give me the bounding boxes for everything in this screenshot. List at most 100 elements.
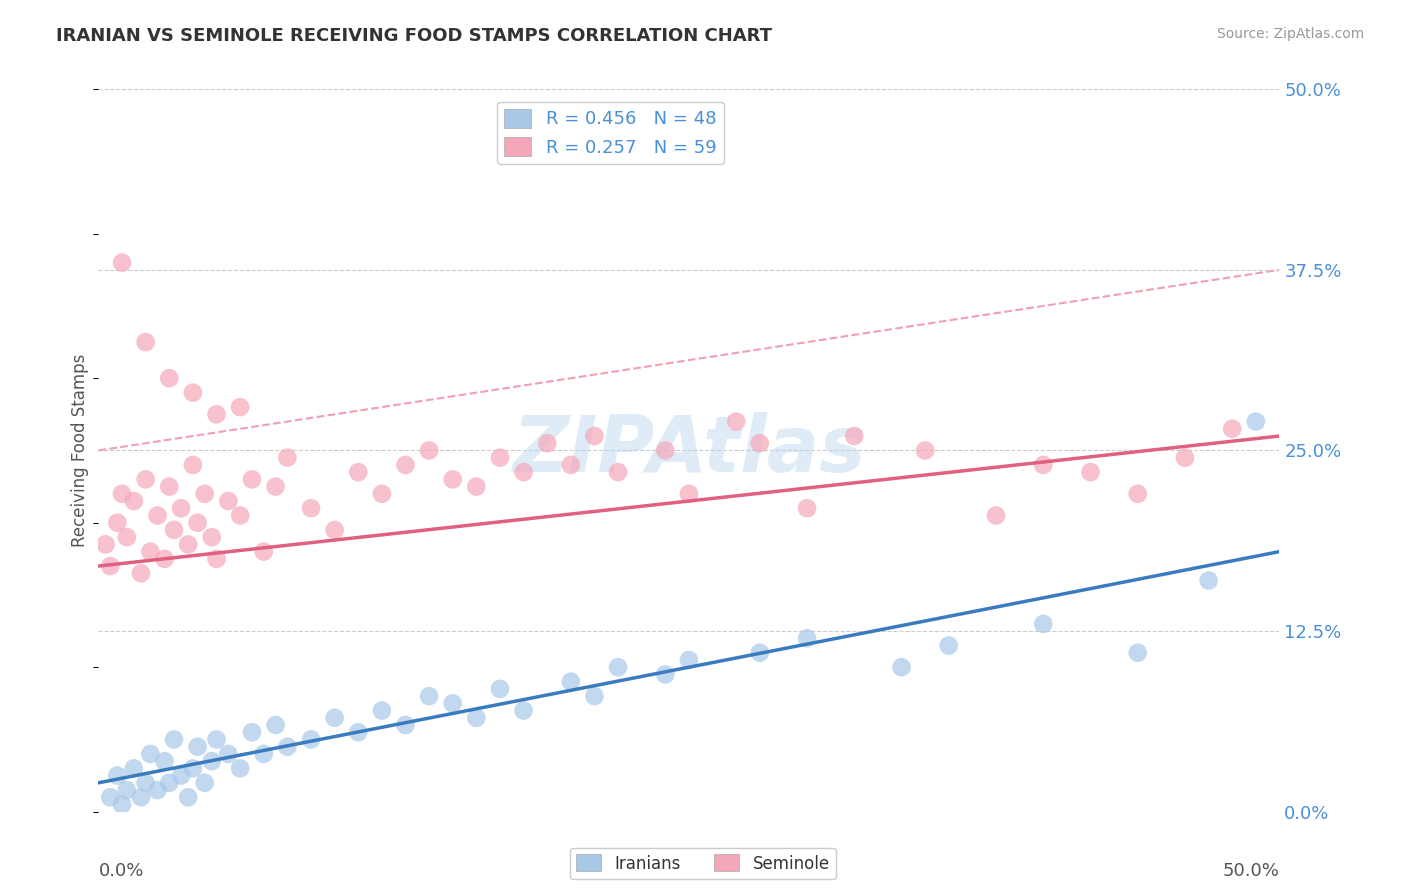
Point — [163, 523, 186, 537]
Point — [194, 776, 217, 790]
Point — [394, 458, 416, 472]
Point — [512, 465, 534, 479]
Point — [201, 530, 224, 544]
Point — [129, 790, 152, 805]
Point — [170, 769, 193, 783]
Point — [371, 487, 394, 501]
Point — [181, 385, 204, 400]
Point — [157, 776, 180, 790]
Point — [1174, 450, 1197, 465]
Point — [1220, 422, 1243, 436]
Point — [146, 783, 169, 797]
Point — [139, 747, 162, 761]
Point — [796, 501, 818, 516]
Point — [323, 523, 346, 537]
Point — [94, 537, 117, 551]
Legend: Iranians, Seminole: Iranians, Seminole — [569, 847, 837, 880]
Point — [1080, 465, 1102, 479]
Point — [105, 769, 128, 783]
Point — [229, 400, 252, 414]
Point — [323, 711, 346, 725]
Text: 50.0%: 50.0% — [1223, 863, 1279, 880]
Point — [299, 501, 322, 516]
Point — [748, 646, 770, 660]
Point — [217, 747, 239, 761]
Point — [725, 415, 748, 429]
Point — [135, 334, 157, 349]
Point — [129, 566, 152, 581]
Point — [465, 480, 488, 494]
Point — [489, 450, 512, 465]
Point — [1032, 458, 1054, 472]
Point — [205, 407, 228, 421]
Point — [253, 747, 276, 761]
Point — [583, 429, 606, 443]
Point — [240, 725, 263, 739]
Point — [111, 255, 134, 269]
Point — [181, 761, 204, 775]
Point — [299, 732, 322, 747]
Text: ZIPAtlas: ZIPAtlas — [512, 412, 866, 489]
Point — [201, 754, 224, 768]
Point — [276, 450, 298, 465]
Point — [264, 480, 287, 494]
Point — [1126, 487, 1149, 501]
Text: 0.0%: 0.0% — [98, 863, 143, 880]
Point — [1126, 646, 1149, 660]
Point — [229, 761, 252, 775]
Point — [441, 696, 464, 710]
Point — [347, 725, 370, 739]
Point — [229, 508, 252, 523]
Point — [1198, 574, 1220, 588]
Point — [135, 472, 157, 486]
Point — [1032, 616, 1054, 631]
Point — [187, 516, 209, 530]
Point — [111, 797, 134, 812]
Point — [489, 681, 512, 696]
Point — [560, 674, 582, 689]
Point — [153, 551, 176, 566]
Legend: R = 0.456   N = 48, R = 0.257   N = 59: R = 0.456 N = 48, R = 0.257 N = 59 — [498, 102, 724, 164]
Point — [512, 704, 534, 718]
Point — [146, 508, 169, 523]
Point — [371, 704, 394, 718]
Point — [654, 443, 676, 458]
Point — [194, 487, 217, 501]
Point — [1244, 415, 1267, 429]
Point — [98, 790, 121, 805]
Point — [122, 761, 145, 775]
Point — [890, 660, 912, 674]
Point — [560, 458, 582, 472]
Point — [139, 544, 162, 558]
Point — [276, 739, 298, 754]
Point — [654, 667, 676, 681]
Point — [583, 689, 606, 703]
Point — [264, 718, 287, 732]
Point — [122, 494, 145, 508]
Point — [105, 516, 128, 530]
Point — [465, 711, 488, 725]
Point — [187, 739, 209, 754]
Point — [135, 776, 157, 790]
Y-axis label: Receiving Food Stamps: Receiving Food Stamps — [70, 354, 89, 547]
Point — [177, 537, 200, 551]
Point — [607, 660, 630, 674]
Text: Source: ZipAtlas.com: Source: ZipAtlas.com — [1216, 27, 1364, 41]
Point — [170, 501, 193, 516]
Point — [111, 487, 134, 501]
Point — [394, 718, 416, 732]
Point — [418, 443, 440, 458]
Point — [163, 732, 186, 747]
Point — [205, 551, 228, 566]
Point — [844, 429, 866, 443]
Point — [418, 689, 440, 703]
Point — [153, 754, 176, 768]
Point — [205, 732, 228, 747]
Point — [157, 371, 180, 385]
Point — [115, 530, 138, 544]
Point — [217, 494, 239, 508]
Point — [347, 465, 370, 479]
Point — [115, 783, 138, 797]
Point — [240, 472, 263, 486]
Point — [177, 790, 200, 805]
